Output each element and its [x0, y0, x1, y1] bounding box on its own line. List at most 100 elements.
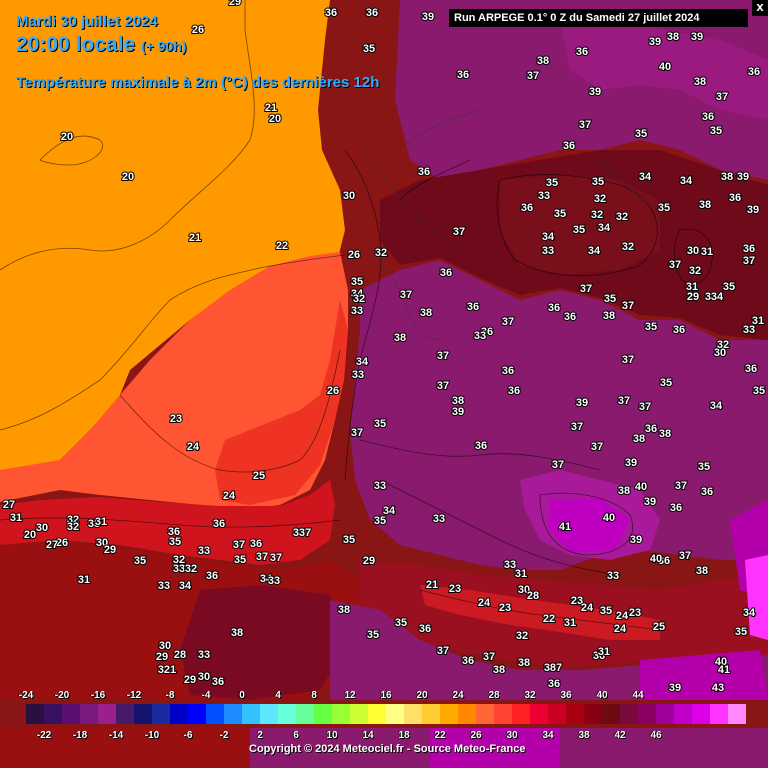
temperature-value: 36	[593, 650, 605, 662]
temperature-value: 29	[687, 291, 699, 303]
legend-tick-label: 0	[239, 690, 245, 701]
temperature-value: 321	[158, 664, 176, 676]
temperature-value: 33	[158, 580, 170, 592]
temperature-value: 37	[552, 459, 564, 471]
temperature-value: 29	[156, 651, 168, 663]
temperature-value: 23	[499, 602, 511, 614]
legend-color-swatch	[386, 704, 404, 724]
temperature-value: 31	[515, 568, 527, 580]
legend-tick-label: 4	[275, 690, 281, 701]
legend-tick-label: 16	[380, 690, 392, 701]
temperature-value: 35	[753, 385, 765, 397]
legend-color-swatch	[602, 704, 620, 724]
temperature-value: 37	[437, 380, 449, 392]
ne-magenta	[560, 20, 768, 120]
temperature-value: 37	[622, 354, 634, 366]
temperature-value: 36	[564, 311, 576, 323]
legend-tick-label: 42	[614, 730, 626, 741]
legend-color-swatch	[314, 704, 332, 724]
temperature-value: 35	[134, 555, 146, 567]
temperature-value: 36	[481, 326, 493, 338]
temperature-value: 36	[745, 363, 757, 375]
temperature-value: 33	[433, 513, 445, 525]
temperature-value: 37	[483, 651, 495, 663]
legend-tick-label: 20	[416, 690, 428, 701]
temperature-value: 33	[538, 190, 550, 202]
temperature-value: 33	[374, 480, 386, 492]
temperature-value: 32	[185, 563, 197, 575]
temperature-value: 39	[691, 31, 703, 43]
temperature-value: 30	[714, 347, 726, 359]
temperature-value: 36	[462, 655, 474, 667]
france-purple	[350, 260, 768, 570]
legend-color-swatch	[494, 704, 512, 724]
legend-tick-label: 6	[293, 730, 299, 741]
legend-color-swatch	[638, 704, 656, 724]
temperature-value: 27	[46, 539, 58, 551]
temperature-value: 30	[198, 671, 210, 683]
border-line	[359, 149, 491, 271]
temperature-value: 31	[78, 574, 90, 586]
temperature-value: 40	[603, 512, 615, 524]
legend-tick-label: 10	[326, 730, 338, 741]
temperature-value: 21	[265, 102, 277, 114]
temperature-value: 31	[701, 246, 713, 258]
temperature-value: 38	[452, 395, 464, 407]
biscay-coast	[0, 480, 335, 565]
legend-tick-label: -24	[18, 690, 34, 701]
temperature-value: 30	[518, 584, 530, 596]
legend-color-swatch	[710, 704, 728, 724]
temperature-value: 36	[702, 111, 714, 123]
temperature-value: 35	[600, 605, 612, 617]
temperature-value: 35	[343, 534, 355, 546]
temperature-value: 24	[581, 602, 594, 614]
temperature-value: 36	[521, 202, 533, 214]
temperature-value: 22	[543, 613, 555, 625]
forecast-time-value: 20:00 locale	[16, 33, 136, 56]
temperature-value: 32	[375, 247, 387, 259]
contour-line	[39, 135, 103, 166]
temperature-value: 37	[580, 283, 592, 295]
temperature-value: 30	[159, 640, 171, 652]
ocean-orange-inner	[0, 0, 265, 432]
temperature-value: 41	[718, 664, 730, 676]
temperature-value: 35	[723, 281, 735, 293]
temperature-value: 20	[269, 113, 281, 125]
temperature-value: 23	[629, 607, 641, 619]
temperature-value: 35	[234, 554, 246, 566]
legend-tick-label: -2	[219, 730, 229, 741]
temperature-value: 36	[168, 526, 180, 538]
temperature-value: 34	[383, 505, 396, 517]
temperature-value: 36	[213, 518, 225, 530]
legend-color-swatch	[422, 704, 440, 724]
temperature-value: 38	[618, 485, 630, 497]
temperature-value: 39	[737, 171, 749, 183]
temperature-value: 24	[614, 623, 627, 635]
temperature-value: 37	[571, 421, 583, 433]
legend-color-swatch	[548, 704, 566, 724]
temperature-value: 38	[420, 307, 432, 319]
temperature-value: 34	[260, 573, 273, 585]
temperature-value: 31	[686, 281, 698, 293]
temperature-value: 37	[675, 480, 687, 492]
temperature-value: 38	[699, 199, 711, 211]
med-magenta	[640, 650, 768, 700]
forecast-date: Mardi 30 juillet 2024	[16, 13, 158, 30]
contour-line	[399, 159, 471, 201]
temperature-value: 38	[537, 55, 549, 67]
legend-color-swatch	[692, 704, 710, 724]
temperature-value: 31	[95, 516, 107, 528]
legend-tick-label: -10	[144, 730, 160, 741]
temperature-value: 23	[170, 413, 182, 425]
temperature-value: 34	[680, 175, 693, 187]
temperature-value: 30	[96, 537, 108, 549]
close-button[interactable]: x	[752, 0, 768, 16]
temperature-value: 37	[679, 550, 691, 562]
legend-tick-label: -22	[36, 730, 52, 741]
temperature-value: 34	[639, 171, 652, 183]
legend-color-swatch	[620, 704, 638, 724]
ocean-red-zone	[215, 300, 348, 505]
contour-line	[119, 349, 341, 473]
temperature-value: 37	[233, 539, 245, 551]
